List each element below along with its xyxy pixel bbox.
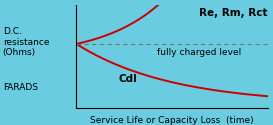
Text: fully charged level: fully charged level [157, 48, 241, 57]
Text: D.C.
resistance
(Ohms): D.C. resistance (Ohms) [3, 28, 49, 57]
Text: FARADS: FARADS [3, 83, 38, 92]
Text: Re, Rm, Rct: Re, Rm, Rct [199, 8, 267, 18]
Text: Cdl: Cdl [118, 74, 137, 84]
Text: Service Life or Capacity Loss  (time): Service Life or Capacity Loss (time) [90, 116, 254, 125]
